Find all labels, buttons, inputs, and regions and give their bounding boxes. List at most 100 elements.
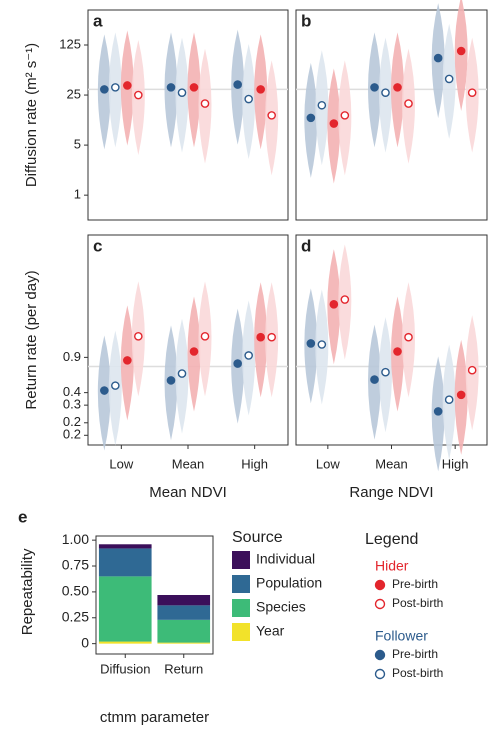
bar-segment [98, 576, 152, 642]
point [177, 369, 187, 378]
panel-frame [295, 9, 488, 221]
point [123, 356, 132, 365]
legend-symbol [374, 649, 386, 661]
x-tick-label: Low [316, 456, 340, 471]
point [340, 111, 350, 120]
point [166, 376, 176, 385]
point [200, 332, 210, 341]
point [134, 332, 143, 341]
point [256, 85, 265, 94]
y-tick-label: 0 [81, 634, 89, 650]
legend-label: Post-birth [392, 596, 443, 610]
x-tick-label: High [241, 456, 268, 471]
point [256, 332, 265, 342]
x-tick-label: Mean [375, 456, 408, 471]
y-tick-label: 1 [74, 187, 81, 202]
point [329, 119, 339, 128]
point [306, 339, 316, 348]
point [467, 88, 477, 97]
legend-label: Individual [256, 551, 315, 567]
legend-label: Species [256, 599, 306, 615]
point [111, 381, 120, 390]
legend-label: Pre-birth [392, 647, 438, 661]
x-tick-label: Mean [172, 456, 205, 471]
y-axis-label: Repeatability [19, 548, 36, 635]
y-tick-label: 5 [74, 137, 81, 152]
legend-symbol [374, 579, 386, 591]
legend-label: Year [256, 623, 285, 639]
x-axis-label: Mean NDVI [149, 484, 227, 501]
point [267, 332, 276, 342]
point [370, 83, 379, 92]
legend-title: Source [232, 529, 283, 546]
point [393, 83, 402, 92]
legend-label: Pre-birth [392, 577, 438, 591]
x-tick-label: Diffusion [100, 661, 150, 676]
point [177, 88, 187, 97]
point [317, 100, 327, 110]
bar-segment [98, 641, 152, 644]
point [100, 85, 109, 94]
point [381, 88, 390, 97]
point [233, 359, 242, 368]
point [189, 83, 199, 92]
y-tick-label: 1.00 [62, 531, 89, 547]
violin [454, 0, 468, 112]
bar-segment [157, 595, 211, 606]
point [444, 395, 454, 405]
y-axis-label: Return rate (per day) [23, 270, 40, 409]
y-tick-label: 0.2 [63, 414, 81, 429]
bar-segment [157, 642, 211, 644]
x-tick-label: Return [164, 661, 203, 676]
bar-segment [157, 605, 211, 620]
legend-swatch [232, 623, 250, 641]
y-axis-label: Diffusion rate (m² s⁻¹) [23, 43, 40, 187]
legend-swatch [232, 575, 250, 593]
point [189, 347, 199, 356]
point [393, 347, 402, 356]
point [433, 53, 443, 63]
point [267, 111, 276, 120]
point [123, 81, 132, 90]
x-axis-label: ctmm parameter [100, 709, 209, 726]
panel-frame [95, 535, 214, 655]
point [370, 375, 379, 384]
point [306, 113, 316, 123]
point [433, 407, 443, 416]
y-tick-label: 0.50 [62, 583, 89, 599]
y-tick-label: 0.9 [63, 349, 81, 364]
point [329, 299, 339, 309]
legend-title: Legend [365, 531, 418, 548]
y-tick-label: 125 [59, 36, 81, 51]
x-tick-label: High [442, 456, 469, 471]
point [340, 295, 350, 304]
point [444, 74, 454, 84]
panel-label: a [93, 11, 103, 30]
panel-label: d [301, 236, 311, 255]
legend-label: Post-birth [392, 666, 443, 680]
point [200, 99, 210, 108]
point [244, 351, 253, 360]
panel-label: c [93, 236, 102, 255]
legend-group: Hider [375, 558, 409, 574]
point [467, 365, 477, 375]
point [404, 99, 413, 108]
y-tick-label: 0.4 [63, 384, 81, 399]
y-tick-label: 0.3 [63, 397, 81, 412]
point [111, 83, 120, 92]
legend-label: Population [256, 575, 322, 591]
point [166, 83, 176, 92]
point [456, 46, 466, 56]
panel-frame [87, 9, 289, 221]
legend-swatch [232, 551, 250, 569]
bar-segment [98, 548, 152, 577]
point [456, 390, 466, 400]
point [134, 90, 143, 100]
point [404, 332, 413, 342]
legend-group: Follower [375, 628, 428, 644]
point [317, 340, 327, 349]
legend-symbol [374, 668, 386, 680]
panel-label: e [18, 507, 27, 526]
legend-swatch [232, 599, 250, 617]
